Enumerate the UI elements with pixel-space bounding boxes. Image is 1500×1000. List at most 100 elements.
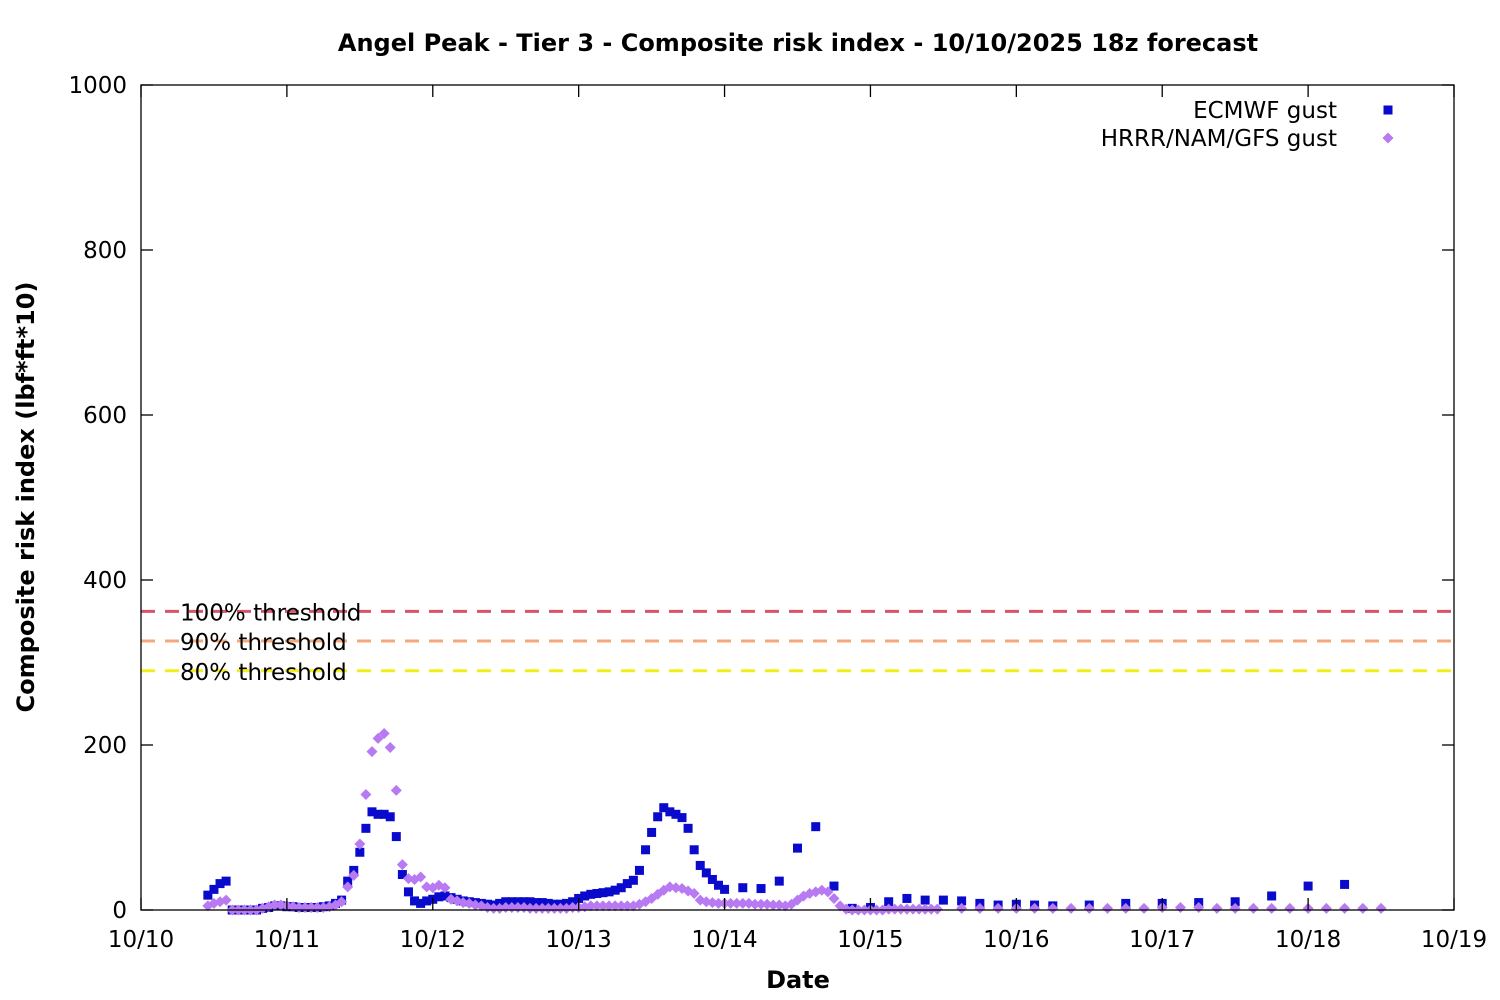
data-point (1340, 879, 1350, 889)
data-point (439, 882, 451, 894)
data-point (931, 903, 943, 915)
data-point (720, 884, 730, 894)
data-point (725, 897, 737, 909)
legend-marker (1383, 105, 1393, 115)
data-point (525, 897, 535, 907)
data-point (653, 812, 663, 822)
data-point (513, 897, 523, 907)
data-point (609, 900, 621, 912)
threshold-label: 100% threshold (180, 600, 361, 626)
data-point (1357, 902, 1369, 914)
threshold-label: 80% threshold (180, 660, 347, 686)
data-point (707, 874, 717, 884)
data-point (1102, 902, 1114, 914)
data-point (1029, 902, 1041, 914)
data-point (793, 843, 802, 853)
data-point (415, 871, 427, 883)
legend-marker (1382, 132, 1394, 144)
data-point (659, 803, 669, 813)
data-point (610, 885, 620, 895)
data-point (883, 903, 895, 915)
data-point (695, 860, 705, 870)
y-tick-label: 1000 (68, 73, 127, 99)
data-point (604, 887, 614, 897)
data-point (367, 807, 377, 817)
data-point (774, 876, 784, 886)
data-point (585, 900, 597, 912)
data-point (992, 902, 1004, 914)
data-point (1339, 902, 1351, 914)
axes: 10/10 10/11 10/12 10/13 10/14 10/15 10/16 10/17… (68, 73, 1487, 953)
data-point (829, 881, 839, 891)
data-point (895, 903, 907, 915)
data-point (925, 903, 937, 915)
data-point (379, 809, 389, 819)
data-point (354, 838, 366, 850)
data-point (410, 896, 420, 906)
data-point (628, 875, 638, 885)
data-point (221, 876, 231, 886)
data-point (1120, 902, 1132, 914)
data-point (385, 812, 395, 822)
data-point (621, 900, 633, 912)
data-point (1138, 902, 1150, 914)
data-point (737, 897, 749, 909)
data-point (592, 889, 602, 898)
chart-title: Angel Peak - Tier 3 - Composite risk ind… (338, 29, 1258, 57)
data-point (1303, 881, 1313, 891)
data-point (1284, 902, 1296, 914)
data-points (202, 727, 1387, 916)
data-point (756, 884, 766, 894)
data-point (811, 822, 821, 832)
data-point (507, 897, 517, 907)
data-point (749, 898, 761, 910)
data-point (1065, 902, 1077, 914)
x-tick-label: 10/10 (108, 927, 174, 953)
data-point (440, 891, 450, 901)
data-point (616, 883, 626, 893)
data-point (220, 894, 232, 906)
data-point (372, 732, 384, 744)
data-point (598, 888, 608, 898)
data-point (348, 869, 360, 881)
data-point (554, 902, 566, 914)
x-tick-label: 10/14 (691, 927, 757, 953)
data-point (907, 903, 919, 915)
data-point (701, 868, 711, 878)
data-point (822, 886, 834, 898)
data-point (434, 892, 444, 902)
data-point (1230, 897, 1240, 907)
data-point (938, 895, 948, 905)
x-tick-label: 10/13 (546, 927, 612, 953)
x-tick-label: 10/15 (837, 927, 903, 953)
data-point (665, 807, 675, 817)
data-point (390, 784, 402, 796)
data-point (1211, 902, 1223, 914)
data-point (542, 902, 554, 914)
data-point (755, 898, 767, 910)
data-point (913, 903, 925, 915)
data-point (1320, 902, 1332, 914)
data-point (269, 899, 281, 911)
data-point (902, 893, 912, 903)
threshold-lines: 100% threshold 90% threshold 80% threshold (141, 600, 1454, 686)
data-point (1267, 891, 1277, 901)
y-tick-label: 800 (83, 238, 127, 264)
data-point (1047, 902, 1059, 914)
data-point (603, 900, 615, 912)
data-point (343, 876, 353, 886)
data-point (342, 881, 354, 893)
data-point (336, 896, 348, 908)
data-point (689, 845, 699, 855)
data-point (597, 900, 609, 912)
data-point (536, 902, 548, 914)
x-tick-label: 10/11 (254, 927, 320, 953)
data-point (580, 891, 590, 901)
data-point (974, 902, 986, 914)
data-point (1083, 902, 1095, 914)
x-axis-label: Date (766, 966, 830, 994)
data-point (586, 889, 596, 899)
data-point (712, 897, 724, 909)
